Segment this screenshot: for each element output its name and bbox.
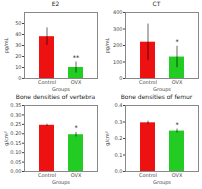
- svg-text:0.4: 0.4: [115, 102, 123, 108]
- svg-text:0.25: 0.25: [10, 121, 21, 127]
- svg-text:0: 0: [18, 75, 21, 81]
- svg-text:OVX: OVX: [172, 79, 183, 85]
- html-text:CT: CT: [152, 0, 161, 7]
- svg-text:0.0: 0.0: [115, 168, 123, 174]
- svg-text:0.30: 0.30: [10, 112, 21, 118]
- svg-text:40: 40: [15, 31, 21, 37]
- svg-text:0.05: 0.05: [10, 159, 21, 165]
- svg-text:0.10: 0.10: [10, 149, 21, 155]
- svg-text:Groups: Groups: [153, 86, 171, 93]
- svg-text:pg/mL: pg/mL: [3, 37, 10, 53]
- svg-text:Groups: Groups: [153, 179, 171, 186]
- svg-text:0.20: 0.20: [10, 130, 21, 136]
- svg-text:0.15: 0.15: [10, 140, 21, 146]
- svg-text:Control: Control: [139, 79, 157, 85]
- svg-text:0.3: 0.3: [115, 119, 123, 125]
- html-text:Bone densities of vertebra: Bone densities of vertebra: [15, 93, 96, 100]
- svg-text:g/cm²: g/cm²: [3, 131, 10, 145]
- svg-text:*: *: [175, 38, 179, 46]
- svg-text:20: 20: [15, 53, 21, 59]
- svg-text:*: *: [74, 124, 78, 132]
- svg-text:OVX: OVX: [71, 172, 82, 178]
- svg-text:0.1: 0.1: [115, 152, 123, 158]
- svg-text:10: 10: [15, 64, 21, 70]
- svg-text:100: 100: [113, 59, 123, 65]
- svg-text:30: 30: [15, 42, 21, 48]
- svg-text:*: *: [175, 121, 179, 129]
- svg-text:Groups: Groups: [52, 179, 70, 186]
- svg-text:200: 200: [113, 42, 123, 48]
- svg-text:Groups: Groups: [52, 86, 70, 93]
- svg-text:0: 0: [119, 75, 122, 81]
- svg-text:OVX: OVX: [172, 172, 183, 178]
- svg-text:0.00: 0.00: [10, 168, 21, 174]
- svg-text:50: 50: [15, 20, 21, 26]
- html-text:Bone densities of femur: Bone densities of femur: [120, 93, 193, 100]
- svg-text:Control: Control: [38, 172, 56, 178]
- svg-text:g/cm²: g/cm²: [104, 131, 111, 145]
- svg-text:0.2: 0.2: [115, 135, 123, 141]
- svg-text:pg/mL: pg/mL: [104, 37, 111, 53]
- svg-text:400: 400: [113, 9, 123, 15]
- svg-text:Control: Control: [139, 172, 157, 178]
- svg-text:300: 300: [113, 26, 123, 32]
- html-text:E2: E2: [51, 0, 60, 7]
- svg-text:Control: Control: [38, 79, 56, 85]
- svg-text:0.35: 0.35: [10, 102, 21, 108]
- svg-text:OVX: OVX: [71, 79, 82, 85]
- svg-text:**: **: [73, 54, 80, 62]
